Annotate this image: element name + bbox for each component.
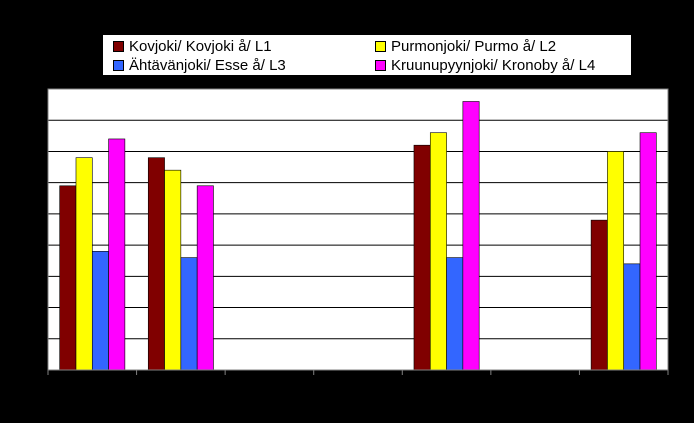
legend-item-l2: Purmonjoki/ Purmo å/ L2 (375, 38, 556, 55)
bar-l1 (147, 157, 165, 371)
category-ticks (47, 370, 669, 375)
legend: Kovjoki/ Kovjoki å/ L1 Purmonjoki/ Purmo… (103, 35, 631, 75)
bar-l4 (639, 132, 657, 371)
bar-l3 (180, 257, 198, 371)
bar-l3 (623, 263, 641, 371)
legend-swatch-l1 (113, 41, 124, 52)
legend-item-l1: Kovjoki/ Kovjoki å/ L1 (113, 38, 272, 55)
bar-l4 (108, 138, 126, 371)
bar-l2 (164, 169, 182, 371)
plot-area (48, 89, 668, 370)
bar-l2 (607, 151, 625, 371)
bar-l3 (91, 251, 109, 371)
bar-l2 (429, 132, 447, 371)
bar-l1 (413, 144, 431, 371)
legend-swatch-l4 (375, 60, 386, 71)
legend-item-l4: Kruunupyynjoki/ Kronoby å/ L4 (375, 57, 595, 74)
bar-l3 (446, 257, 464, 371)
legend-swatch-l3 (113, 60, 124, 71)
legend-label-l4: Kruunupyynjoki/ Kronoby å/ L4 (391, 57, 596, 74)
bar-l1 (59, 185, 77, 371)
legend-label-l3: Ähtävänjoki/ Esse å/ L3 (129, 57, 286, 74)
bar-l4 (462, 101, 480, 371)
bar-l1 (590, 219, 608, 371)
plot-border (47, 88, 669, 371)
legend-label-l2: Purmonjoki/ Purmo å/ L2 (391, 38, 557, 55)
bar-l2 (75, 157, 93, 371)
legend-label-l1: Kovjoki/ Kovjoki å/ L1 (129, 38, 272, 55)
bar-l4 (196, 185, 214, 371)
legend-swatch-l2 (375, 41, 386, 52)
legend-item-l3: Ähtävänjoki/ Esse å/ L3 (113, 57, 286, 74)
